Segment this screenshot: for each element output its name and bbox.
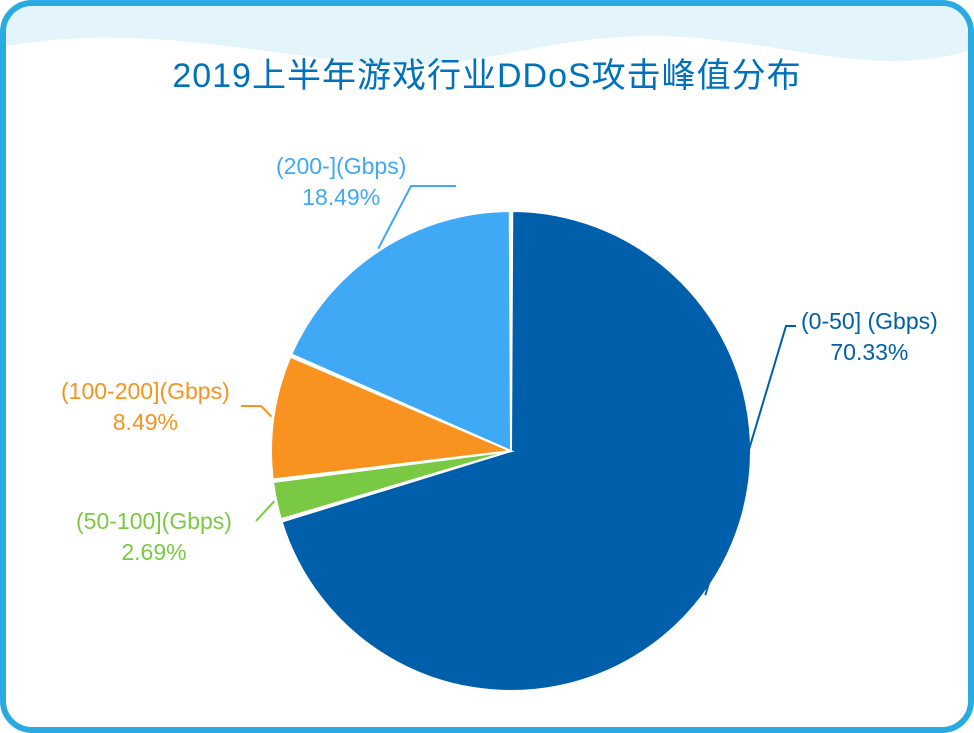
slice-label-range: (200-](Gbps) <box>276 151 406 182</box>
slice-label-percent: 18.49% <box>276 182 406 213</box>
slice-label-range: (50-100](Gbps) <box>76 506 232 537</box>
slice-label-percent: 8.49% <box>61 407 230 438</box>
chart-frame: 2019上半年游戏行业DDoS攻击峰值分布 (0-50] (Gbps)70.33… <box>0 0 974 733</box>
leader-line-50_100 <box>256 501 274 521</box>
leader-line-100_200 <box>241 406 271 417</box>
slice-label-percent: 2.69% <box>76 537 232 568</box>
pie-svg <box>6 6 974 733</box>
slice-label-0_50: (0-50] (Gbps)70.33% <box>801 306 938 368</box>
slice-label-range: (0-50] (Gbps) <box>801 306 938 337</box>
slice-label-range: (100-200](Gbps) <box>61 376 230 407</box>
pie-chart: (0-50] (Gbps)70.33% (50-100](Gbps)2.69% (1… <box>6 6 968 727</box>
slice-label-50_100: (50-100](Gbps)2.69% <box>76 506 232 568</box>
slice-label-200_plus: (200-](Gbps)18.49% <box>276 151 406 213</box>
slice-label-percent: 70.33% <box>801 337 938 368</box>
slice-label-100_200: (100-200](Gbps)8.49% <box>61 376 230 438</box>
